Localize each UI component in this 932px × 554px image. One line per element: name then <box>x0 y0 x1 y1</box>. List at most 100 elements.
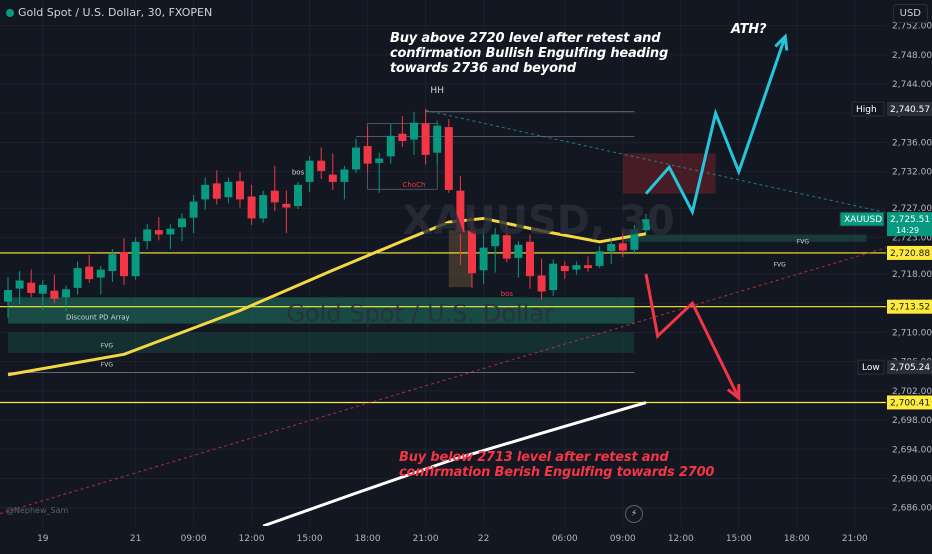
price-tag <box>887 360 932 375</box>
price-tick-label: 2,710.00 <box>892 328 932 338</box>
price-tag-value: 2,720.88 <box>890 249 930 259</box>
candle <box>421 108 430 165</box>
time-tick-label: 21 <box>130 534 141 544</box>
bos-label: bos <box>501 290 514 298</box>
price-tag-value: 2,700.41 <box>890 398 930 408</box>
time-tick-label: 21:00 <box>842 534 868 544</box>
candle-body <box>398 133 407 141</box>
price-tag-name: XAUUSD <box>844 215 882 225</box>
author-tag: @Nephew_Sam <box>6 506 69 515</box>
candle-body <box>247 196 256 219</box>
candle-body <box>201 184 210 200</box>
ath-label: ATH? <box>731 22 767 37</box>
price-tag <box>887 102 932 117</box>
candle <box>73 261 82 295</box>
candle <box>560 261 569 280</box>
time-tick-label: 06:00 <box>552 534 578 544</box>
candle-body <box>375 158 384 163</box>
candle <box>526 234 534 289</box>
candle <box>212 170 221 205</box>
candle <box>317 147 326 179</box>
horizontal-levels <box>0 111 886 404</box>
candle-body <box>433 125 442 153</box>
candle <box>537 258 546 300</box>
candle-body <box>444 127 453 190</box>
candle <box>294 181 302 209</box>
candle-body <box>50 290 59 299</box>
candle-body <box>537 275 546 292</box>
time-tick-label: 22 <box>478 534 489 544</box>
watermark-name: Gold Spot / U.S. Dollar <box>286 299 554 327</box>
candle <box>224 177 233 204</box>
candle-body <box>607 244 616 252</box>
fvg-zone <box>622 234 867 242</box>
candle-body <box>317 160 326 171</box>
price-tick-label: 2,718.00 <box>892 270 932 280</box>
candle-body <box>270 190 279 203</box>
price-tick-label: 2,702.00 <box>892 387 932 397</box>
candle-body <box>62 289 70 298</box>
candle-body <box>468 230 476 274</box>
candle-body <box>143 229 152 242</box>
lightning-icon[interactable]: ⚡ <box>625 505 643 523</box>
trendline <box>0 247 887 515</box>
candle-body <box>618 243 627 251</box>
candle-body <box>352 147 360 170</box>
candle <box>386 124 395 164</box>
price-tick-label: 2,690.00 <box>892 475 932 485</box>
trendline <box>425 109 887 214</box>
candle <box>375 152 384 193</box>
time-tick-label: 09:00 <box>610 534 636 544</box>
price-tag <box>887 395 932 410</box>
candle <box>247 184 256 226</box>
candle <box>607 238 616 264</box>
candle <box>468 211 476 288</box>
watermark-symbol: XAUUSD, 30 <box>402 198 674 244</box>
candle-body <box>560 265 569 272</box>
price-tag-name: Low <box>862 363 880 373</box>
candle <box>456 176 465 266</box>
price-tick-label: 2,732.00 <box>892 168 932 178</box>
candle-body <box>236 181 244 200</box>
candle <box>201 177 210 210</box>
currency-selector[interactable]: USD <box>892 4 928 23</box>
candle-body <box>479 247 488 271</box>
price-tag-name-bg <box>839 211 885 227</box>
candle-body <box>154 230 163 235</box>
candle <box>433 120 442 166</box>
candle-body <box>73 268 82 288</box>
price-tag-value: 2,705.24 <box>890 363 930 373</box>
price-tick-label: 2,686.00 <box>892 504 932 514</box>
candle-body <box>131 241 140 277</box>
bearish-projection <box>644 273 741 399</box>
candle-body <box>491 234 500 247</box>
candle <box>120 238 128 285</box>
discount-label: Discount PD Array <box>66 313 130 321</box>
arrowhead <box>774 33 789 51</box>
candle <box>282 190 291 234</box>
candle-body <box>363 146 372 164</box>
candle <box>642 214 650 234</box>
candle <box>549 259 558 296</box>
candle <box>491 227 500 273</box>
arrowhead <box>726 384 741 402</box>
fvg-label: FVG <box>774 262 787 269</box>
candle-body <box>572 265 581 270</box>
candle <box>328 153 337 190</box>
time-tick-label: 12:00 <box>239 534 265 544</box>
candle-body <box>96 269 105 278</box>
trendlines <box>0 109 887 515</box>
time-axis-bg <box>0 526 932 550</box>
candle-body <box>294 184 302 207</box>
candle <box>305 156 314 193</box>
price-tag <box>887 212 932 237</box>
candle-body <box>386 135 395 157</box>
chart-legend: Gold Spot / U.S. Dollar, 30, FXOPEN <box>6 6 212 19</box>
price-tick-label: 2,698.00 <box>892 416 932 426</box>
candle-body <box>108 254 117 272</box>
candle-body <box>38 284 47 294</box>
price-tag <box>887 245 932 260</box>
